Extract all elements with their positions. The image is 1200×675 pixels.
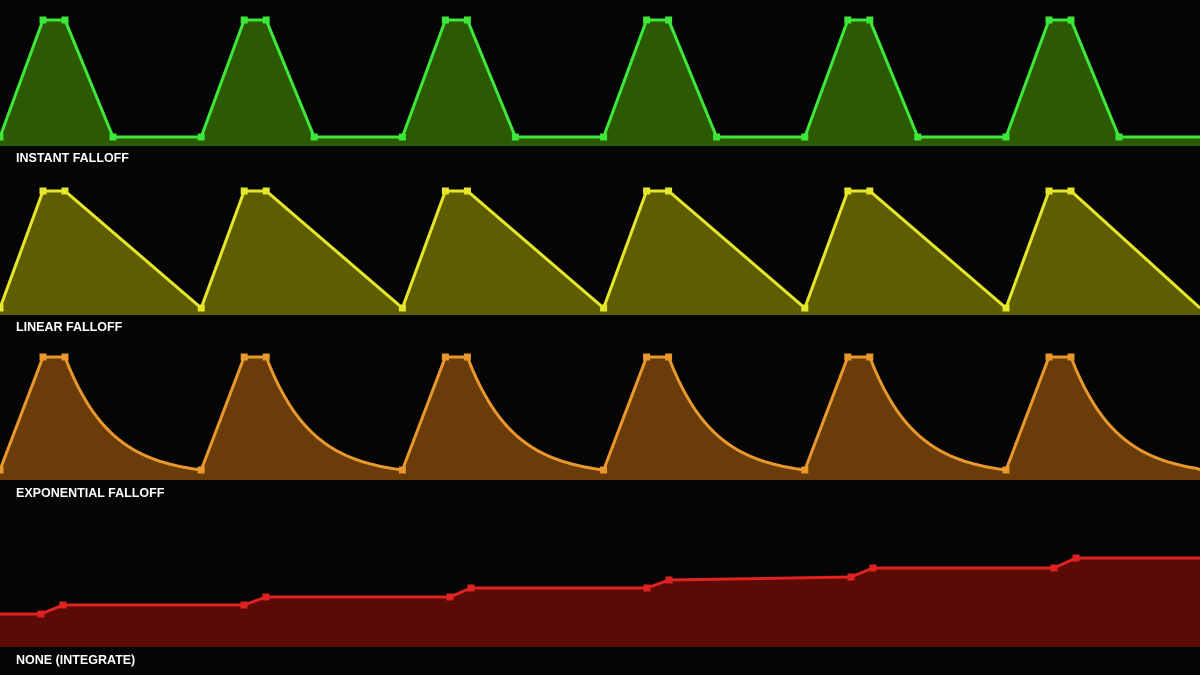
envelope-node [1067,353,1075,361]
envelope-node [441,353,449,361]
envelope-node [1067,187,1075,195]
envelope-node [61,353,69,361]
envelope-node [39,16,47,24]
envelope-node [463,353,471,361]
envelope-node [914,133,922,141]
envelope-node [1002,304,1010,312]
envelope-node [262,187,270,195]
envelope-node [600,133,608,141]
envelope-node [398,133,406,141]
envelope-node [847,573,855,581]
envelope-node [869,564,877,572]
envelope-node [844,187,852,195]
envelope-node [1002,133,1010,141]
envelope-node [643,584,651,592]
envelope-node [441,16,449,24]
envelope-node [1045,353,1053,361]
envelope-node [713,133,721,141]
envelope-fill [0,20,1200,146]
envelope-node [61,187,69,195]
envelope-node [1050,564,1058,572]
envelope-node [0,133,4,141]
panel-label: LINEAR FALLOFF [16,320,123,334]
envelope-node [600,466,608,474]
envelope-node [801,133,809,141]
envelope-node [240,16,248,24]
envelope-node [0,304,4,312]
envelope-node [398,466,406,474]
panel-label: NONE (INTEGRATE) [16,653,135,667]
envelope-node [197,133,205,141]
envelope-node [866,16,874,24]
envelope-line [0,556,1200,616]
envelope-node [39,353,47,361]
panel-label: INSTANT FALLOFF [16,151,129,165]
envelope-node [109,133,117,141]
envelope-node [643,16,651,24]
envelope-node [600,304,608,312]
envelope-node [463,187,471,195]
envelope-node [1067,16,1075,24]
envelope-node [844,353,852,361]
envelope-node [1045,187,1053,195]
envelope-node [844,16,852,24]
envelope-node [866,187,874,195]
envelope-node [1045,16,1053,24]
envelope-node [0,466,4,474]
envelope-node [197,466,205,474]
envelope-node [463,16,471,24]
envelope-node [1002,466,1010,474]
envelope-node [866,353,874,361]
envelope-node [61,16,69,24]
envelope-node [398,304,406,312]
envelope-node [37,610,45,618]
envelope-node [665,187,673,195]
envelope-fill [0,558,1200,647]
envelope-node [643,353,651,361]
envelope-node [262,353,270,361]
envelope-node [1072,554,1080,562]
envelope-node [262,16,270,24]
envelope-node [801,466,809,474]
envelope-node [446,593,454,601]
envelope-node [801,304,809,312]
envelope-node [240,601,248,609]
panel-label: EXPONENTIAL FALLOFF [16,486,165,500]
envelope-node [1115,133,1123,141]
envelope-node [197,304,205,312]
envelope-node [310,133,318,141]
envelope-node [511,133,519,141]
envelope-fill [0,357,1200,480]
envelope-node [665,353,673,361]
envelope-node [441,187,449,195]
envelope-node [240,187,248,195]
envelope-node [665,16,673,24]
envelope-node [39,187,47,195]
envelope-node [643,187,651,195]
envelope-node [665,576,673,584]
envelope-node [240,353,248,361]
envelope-node [59,601,67,609]
envelope-node [262,593,270,601]
envelope-node [467,584,475,592]
